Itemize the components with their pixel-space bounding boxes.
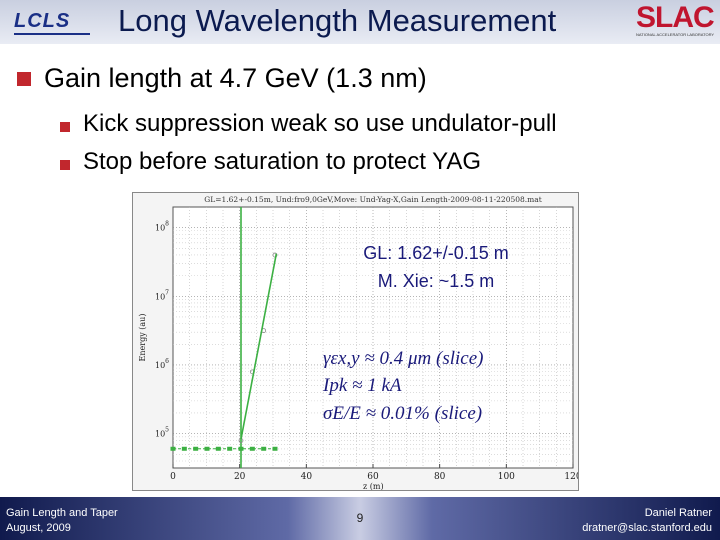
sub-bullet-text-2: Stop before saturation to protect YAG xyxy=(83,148,481,176)
footer-bar: Gain Length and Taper August, 2009 9 Dan… xyxy=(0,497,720,540)
gain-length-figure: GL=1.62+-0.15m, Und:fro9,0GeV,Move: Und-… xyxy=(132,192,579,491)
x-tick-label: 40 xyxy=(301,472,313,482)
y-tick-label: 108 xyxy=(155,221,169,233)
slide-title: Long Wavelength Measurement xyxy=(118,3,556,39)
param-energy-spread: σE/E ≈ 0.01% (slice) xyxy=(323,403,482,424)
param-emittance: γεx,y ≈ 0.4 μm (slice) xyxy=(323,348,484,369)
x-tick-label: 120 xyxy=(564,472,578,482)
y-tick-label: 107 xyxy=(155,289,169,301)
x-tick-label: 20 xyxy=(234,472,246,482)
main-bullet-marker xyxy=(17,72,31,86)
footer-author: Daniel Ratner xyxy=(582,506,712,521)
lcls-logo-underline xyxy=(14,33,90,35)
main-bullet-text: Gain length at 4.7 GeV (1.3 nm) xyxy=(44,63,427,94)
gain-length-chart: GL=1.62+-0.15m, Und:fro9,0GeV,Move: Und-… xyxy=(133,193,578,490)
lcls-logo: LCLS xyxy=(14,10,70,33)
x-axis-label: z (m) xyxy=(363,482,384,490)
annotation-gl: GL: 1.62+/-0.15 m xyxy=(363,243,509,263)
x-tick-label: 80 xyxy=(434,472,446,482)
x-tick-label: 0 xyxy=(170,472,176,482)
x-tick-label: 100 xyxy=(498,472,515,482)
footer-email: dratner@slac.stanford.edu xyxy=(582,521,712,536)
annotation-xie: M. Xie: ~1.5 m xyxy=(378,271,495,291)
y-tick-label: 106 xyxy=(155,358,169,370)
y-tick-label: 105 xyxy=(155,427,169,439)
slac-logo-subtitle: NATIONAL ACCELERATOR LABORATORY xyxy=(636,32,714,37)
sub-bullet-text-1: Kick suppression weak so use undulator-p… xyxy=(83,110,557,138)
param-peak-current: Ipk ≈ 1 kA xyxy=(322,375,402,396)
sub-bullet-marker xyxy=(60,160,70,170)
y-axis-label: Energy (au) xyxy=(138,314,147,362)
header-bar: LCLS Long Wavelength Measurement SLAC NA… xyxy=(0,0,720,44)
sub-bullet-marker xyxy=(60,122,70,132)
slac-logo: SLAC xyxy=(636,1,714,35)
plot-title: GL=1.62+-0.15m, Und:fro9,0GeV,Move: Und-… xyxy=(204,195,542,204)
footer-right: Daniel Ratner dratner@slac.stanford.edu xyxy=(582,506,712,536)
x-tick-label: 60 xyxy=(367,472,379,482)
